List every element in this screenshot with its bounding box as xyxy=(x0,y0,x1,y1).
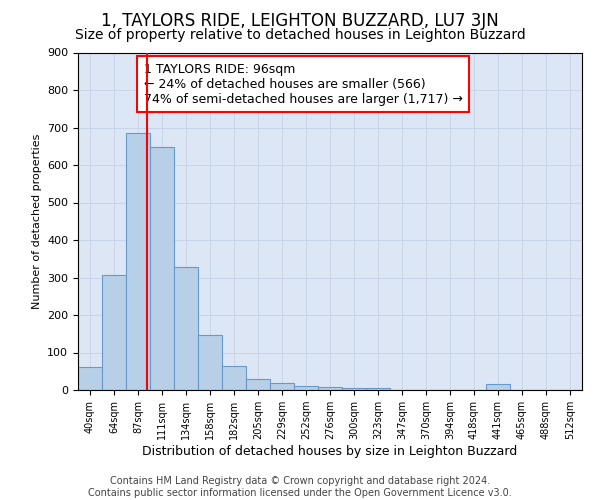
Bar xyxy=(342,388,366,390)
Bar xyxy=(294,386,318,390)
Bar xyxy=(150,146,174,390)
Text: 1 TAYLORS RIDE: 96sqm
← 24% of detached houses are smaller (566)
74% of semi-det: 1 TAYLORS RIDE: 96sqm ← 24% of detached … xyxy=(143,62,463,106)
Text: Size of property relative to detached houses in Leighton Buzzard: Size of property relative to detached ho… xyxy=(74,28,526,42)
Bar xyxy=(486,384,510,390)
Bar xyxy=(174,267,198,390)
X-axis label: Distribution of detached houses by size in Leighton Buzzard: Distribution of detached houses by size … xyxy=(142,445,518,458)
Bar xyxy=(102,274,126,390)
Bar xyxy=(222,366,246,390)
Bar xyxy=(318,387,342,390)
Bar xyxy=(270,383,294,390)
Bar xyxy=(78,367,102,390)
Text: 1, TAYLORS RIDE, LEIGHTON BUZZARD, LU7 3JN: 1, TAYLORS RIDE, LEIGHTON BUZZARD, LU7 3… xyxy=(101,12,499,30)
Bar xyxy=(126,132,150,390)
Bar xyxy=(198,334,222,390)
Text: Contains HM Land Registry data © Crown copyright and database right 2024.
Contai: Contains HM Land Registry data © Crown c… xyxy=(88,476,512,498)
Y-axis label: Number of detached properties: Number of detached properties xyxy=(32,134,41,309)
Bar xyxy=(366,388,390,390)
Bar xyxy=(246,379,270,390)
